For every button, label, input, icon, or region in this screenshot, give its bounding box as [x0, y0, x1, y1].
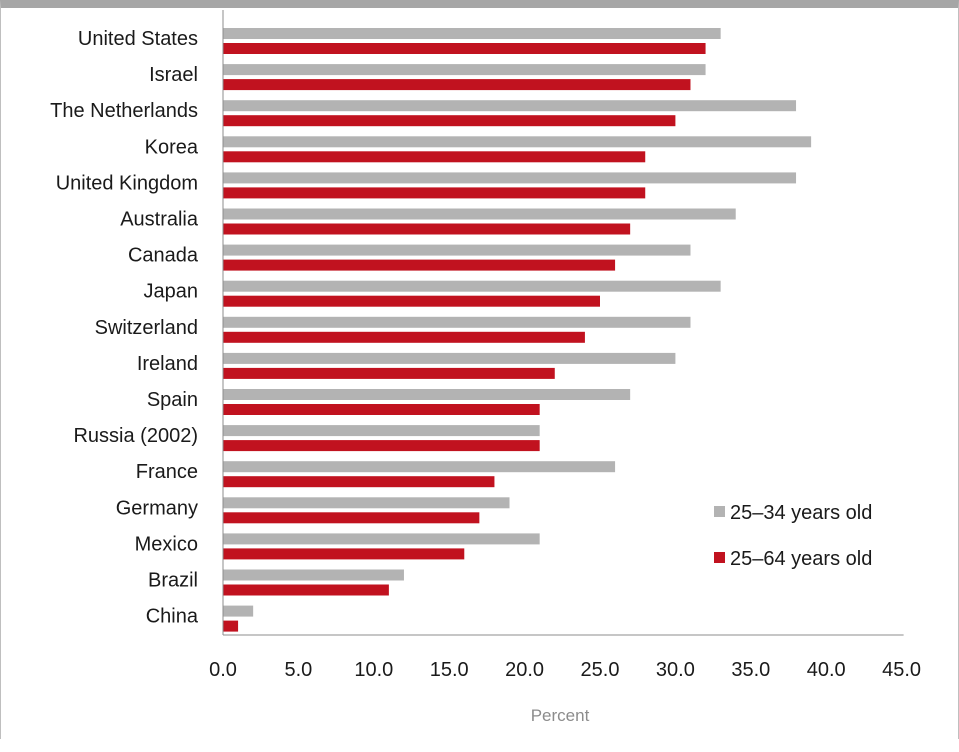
category-label: Australia — [120, 209, 199, 231]
bar-25-64 — [223, 584, 389, 596]
x-tick-label: 10.0 — [354, 659, 393, 681]
category-label: Korea — [145, 136, 199, 158]
bar-25-64 — [223, 43, 706, 54]
legend-swatch-25-64 — [714, 552, 725, 563]
category-label: Brazil — [148, 570, 198, 592]
bar-25-34 — [223, 316, 691, 328]
bar-25-64 — [223, 151, 646, 163]
x-tick-label: 40.0 — [807, 659, 846, 681]
x-tick-label: 20.0 — [505, 659, 544, 681]
bar-25-64 — [223, 223, 631, 235]
x-tick-labels: 0.0 5.0 10.0 15.0 20.0 25.0 30.0 35.0 40.0 45.0 — [209, 659, 921, 681]
category-label: United Kingdom — [56, 172, 198, 194]
category-label: Canada — [128, 245, 199, 267]
bar-25-34 — [223, 64, 706, 76]
bar-25-34 — [223, 136, 812, 148]
bar-25-64 — [223, 512, 480, 524]
bar-25-64 — [223, 331, 585, 343]
x-tick-label: 35.0 — [731, 659, 770, 681]
legend: 25–34 years old 25–64 years old — [714, 502, 872, 570]
category-label: United States — [78, 28, 198, 50]
bar-25-64 — [223, 620, 239, 632]
x-tick-label: 25.0 — [581, 659, 620, 681]
bars-group — [223, 28, 812, 632]
bar-25-34 — [223, 172, 797, 184]
bar-25-64 — [223, 259, 616, 271]
x-tick-label: 15.0 — [430, 659, 469, 681]
legend-label-25-64: 25–64 years old — [730, 548, 872, 570]
bar-25-34 — [223, 569, 404, 581]
bar-25-64 — [223, 295, 600, 307]
category-label: Switzerland — [95, 317, 198, 339]
legend-swatch-25-34 — [714, 506, 725, 517]
bar-25-64 — [223, 115, 676, 127]
bar-chart: United States Israel The Netherlands Korea U… — [50, 10, 921, 725]
x-tick-label: 45.0 — [882, 659, 921, 681]
bar-25-64 — [223, 367, 555, 379]
x-tick-label: 5.0 — [284, 659, 312, 681]
category-label: France — [136, 461, 198, 483]
category-label: Russia (2002) — [73, 425, 198, 447]
bar-25-34 — [223, 389, 631, 400]
x-tick-label: 30.0 — [656, 659, 695, 681]
x-tick-label: 0.0 — [209, 659, 237, 681]
category-label: Israel — [149, 64, 198, 86]
bar-25-34 — [223, 352, 676, 364]
bar-25-34 — [223, 208, 736, 220]
category-label: Japan — [144, 281, 199, 303]
bar-25-34 — [223, 244, 691, 256]
x-axis-title: Percent — [531, 706, 590, 725]
category-label: Spain — [147, 389, 198, 411]
category-label: Mexico — [135, 533, 198, 555]
bar-25-64 — [223, 548, 465, 560]
bar-25-34 — [223, 28, 721, 39]
category-label: China — [146, 606, 199, 628]
bar-25-34 — [223, 425, 540, 437]
bar-25-34 — [223, 100, 797, 112]
bar-25-64 — [223, 404, 540, 415]
category-labels: United States Israel The Netherlands Korea U… — [50, 28, 199, 628]
bar-25-64 — [223, 79, 691, 91]
category-label: Ireland — [137, 353, 198, 375]
bar-25-34 — [223, 605, 254, 617]
bar-25-64 — [223, 440, 540, 452]
bar-25-64 — [223, 187, 646, 199]
category-label: The Netherlands — [50, 100, 198, 122]
bar-25-34 — [223, 497, 510, 509]
bar-25-34 — [223, 461, 616, 473]
legend-label-25-34: 25–34 years old — [730, 502, 872, 524]
bar-25-64 — [223, 476, 495, 488]
category-label: Germany — [116, 497, 198, 519]
bar-25-34 — [223, 280, 721, 292]
bar-25-34 — [223, 533, 540, 545]
